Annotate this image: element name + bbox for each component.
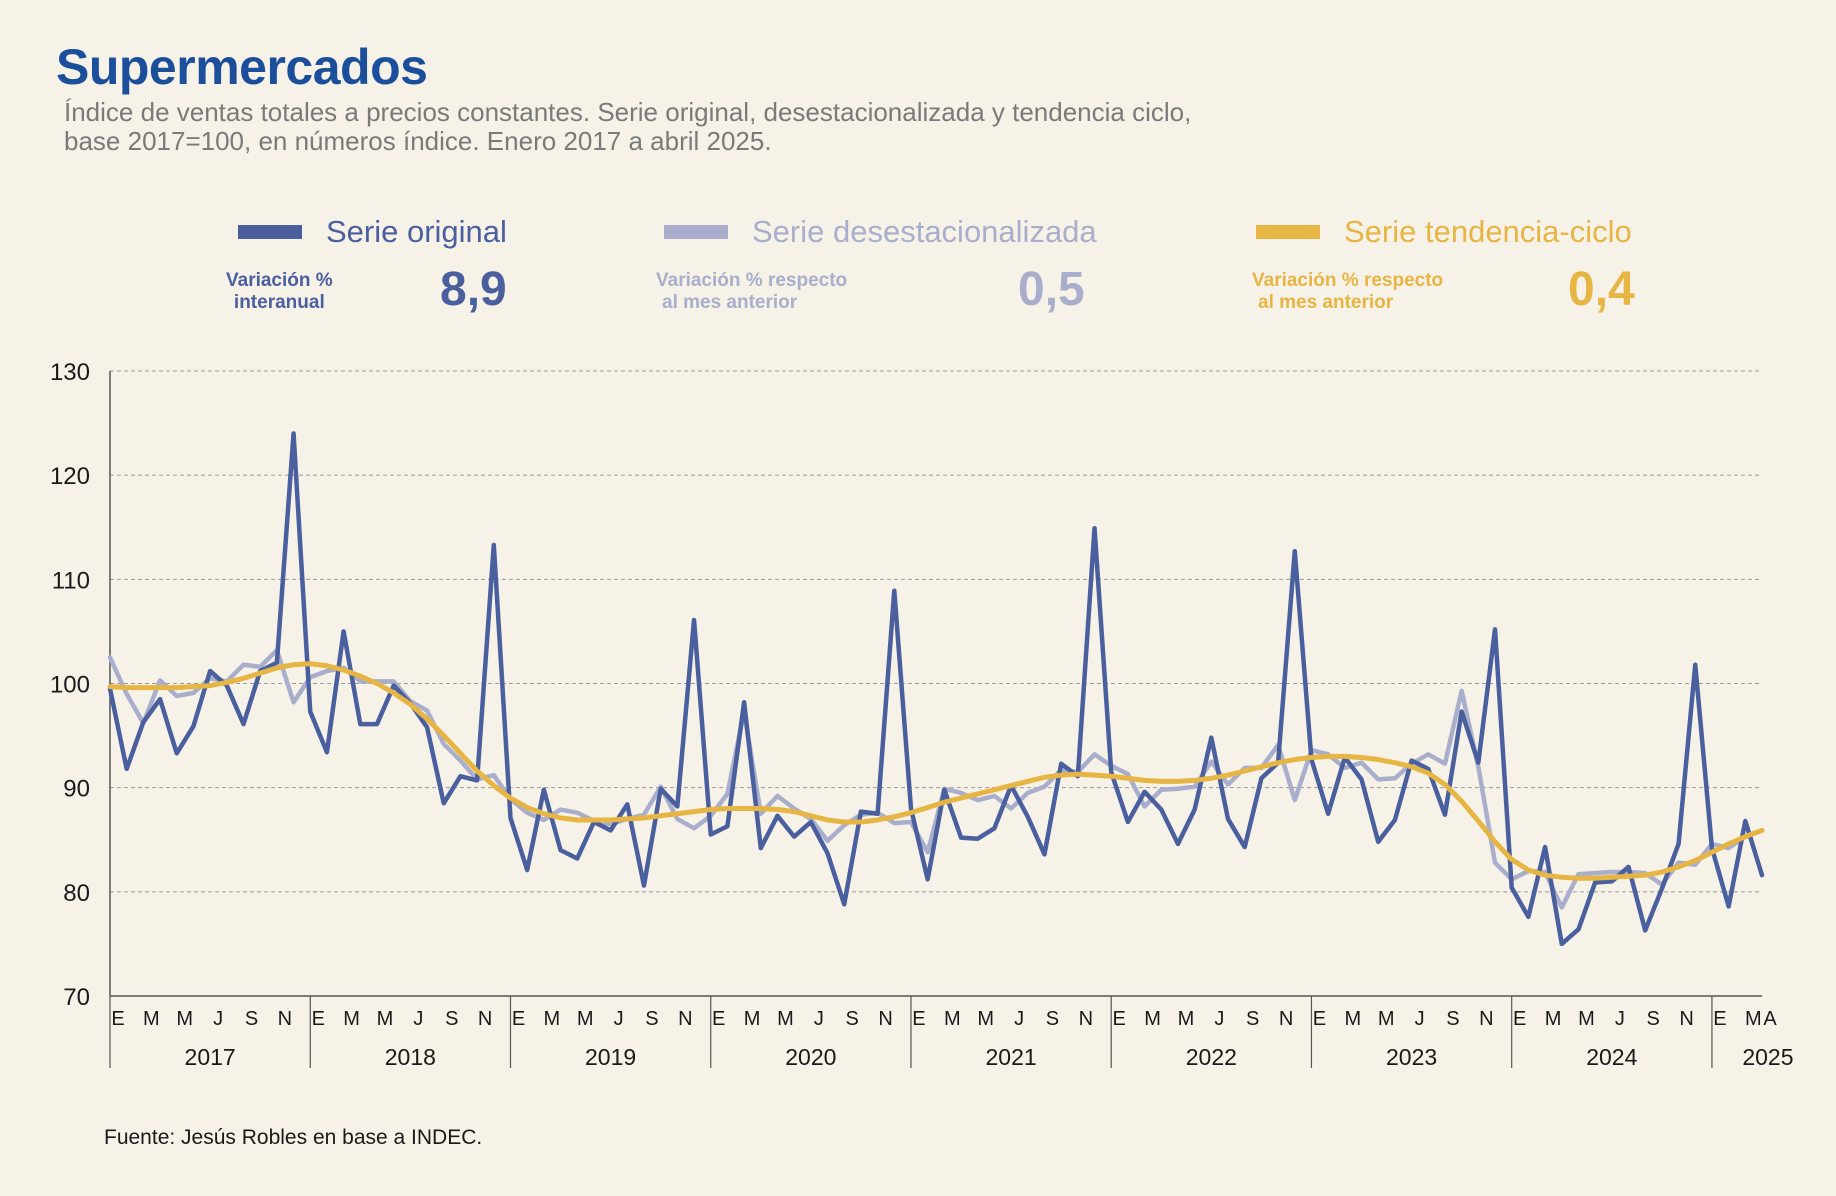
y-tick-label: 130 bbox=[50, 359, 90, 386]
x-month-label: M bbox=[944, 1008, 961, 1030]
x-month-label: N bbox=[278, 1008, 292, 1030]
x-month-label: N bbox=[1479, 1008, 1493, 1030]
x-month-label: S bbox=[846, 1008, 859, 1030]
x-month-label: N bbox=[1679, 1008, 1693, 1030]
x-month-label: N bbox=[1279, 1008, 1293, 1030]
y-tick-label: 110 bbox=[52, 567, 90, 594]
x-month-label: M bbox=[377, 1008, 394, 1030]
stat-label-original-line2: interanual bbox=[233, 292, 325, 313]
x-month-label: M bbox=[544, 1008, 561, 1030]
subtitle-line-1: Índice de ventas totales a precios const… bbox=[64, 97, 1192, 127]
stat-label-original-line1: Variación % bbox=[226, 270, 333, 291]
x-month-label: M bbox=[777, 1008, 794, 1030]
stat-label-tendencia-line1: Variación % respecto bbox=[1252, 270, 1444, 291]
stat-value-tendencia: 0,4 bbox=[1568, 263, 1635, 316]
x-month-label: M bbox=[1344, 1008, 1361, 1030]
legend-label-original: Serie original bbox=[326, 214, 507, 249]
source-note: Fuente: Jesús Robles en base a INDEC. bbox=[104, 1126, 483, 1149]
x-month-label: N bbox=[678, 1008, 692, 1030]
x-month-label: J bbox=[1615, 1008, 1625, 1030]
x-month-label: N bbox=[878, 1008, 892, 1030]
chart-title: Supermercados bbox=[56, 39, 428, 95]
series-line-tendencia bbox=[107, 661, 1765, 881]
x-month-label: M bbox=[143, 1008, 160, 1030]
x-month-label: E bbox=[912, 1008, 925, 1030]
x-month-label: E bbox=[1313, 1008, 1326, 1030]
legend-label-desest: Serie desestacionalizada bbox=[752, 214, 1097, 249]
legend-label-tendencia: Serie tendencia-ciclo bbox=[1344, 214, 1632, 249]
stat-label-desest-line2: al mes anterior bbox=[662, 292, 798, 313]
x-month-label: S bbox=[245, 1008, 258, 1030]
y-tick-label: 100 bbox=[50, 672, 90, 699]
stat-value-original: 8,9 bbox=[440, 263, 507, 316]
x-month-label: J bbox=[614, 1008, 624, 1030]
x-month-label: E bbox=[1513, 1008, 1526, 1030]
x-year-label: 2021 bbox=[986, 1044, 1037, 1070]
stat-label-tendencia-line2: al mes anterior bbox=[1258, 292, 1394, 313]
x-month-label: S bbox=[1046, 1008, 1059, 1030]
stat-value-desest: 0,5 bbox=[1018, 263, 1085, 316]
legend-swatch-original bbox=[238, 225, 302, 239]
x-month-label: J bbox=[413, 1008, 423, 1030]
y-tick-label: 80 bbox=[63, 880, 90, 907]
legend-swatch-desest bbox=[664, 225, 728, 239]
legend-swatch-tendencia bbox=[1256, 225, 1320, 239]
y-tick-label: 70 bbox=[63, 984, 90, 1011]
x-month-label: J bbox=[1214, 1008, 1224, 1030]
x-year-label: 2017 bbox=[185, 1044, 236, 1070]
series-lines bbox=[107, 431, 1765, 947]
x-year-label: 2020 bbox=[785, 1044, 836, 1070]
series-line-desest bbox=[107, 647, 1765, 910]
x-month-label: M bbox=[343, 1008, 360, 1030]
x-month-label: M bbox=[1578, 1008, 1595, 1030]
x-month-label: S bbox=[1246, 1008, 1259, 1030]
x-year-label: 2019 bbox=[585, 1044, 636, 1070]
x-month-label: M bbox=[977, 1008, 994, 1030]
x-month-label: S bbox=[445, 1008, 458, 1030]
x-month-label: E bbox=[111, 1008, 124, 1030]
x-month-label: S bbox=[1647, 1008, 1660, 1030]
x-month-label: J bbox=[1014, 1008, 1024, 1030]
x-month-label: M bbox=[1545, 1008, 1562, 1030]
x-month-label: M bbox=[577, 1008, 594, 1030]
chart-subtitle: Índice de ventas totales a precios const… bbox=[64, 98, 1364, 156]
x-month-label: E bbox=[1113, 1008, 1126, 1030]
x-year-label: 2025 bbox=[1742, 1044, 1793, 1070]
stat-label-original: Variación % interanual bbox=[226, 270, 333, 314]
x-year-label: 2018 bbox=[385, 1044, 436, 1070]
x-month-label: M bbox=[1745, 1008, 1762, 1030]
x-month-label: M bbox=[176, 1008, 193, 1030]
x-month-label: M bbox=[1144, 1008, 1161, 1030]
subtitle-line-2: base 2017=100, en números índice. Enero … bbox=[64, 126, 772, 156]
x-month-label: M bbox=[1178, 1008, 1195, 1030]
x-month-label: J bbox=[213, 1008, 223, 1030]
x-month-label: S bbox=[645, 1008, 658, 1030]
stat-label-desest-line1: Variación % respecto bbox=[656, 270, 848, 291]
y-axis: 70 80 90 100 110 120 130 bbox=[50, 359, 111, 1011]
x-month-label: J bbox=[1415, 1008, 1425, 1030]
x-year-label: 2024 bbox=[1586, 1044, 1637, 1070]
stat-label-tendencia: Variación % respecto al mes anterior bbox=[1252, 270, 1443, 314]
y-tick-label: 120 bbox=[50, 463, 90, 490]
stat-label-desest: Variación % respecto al mes anterior bbox=[656, 270, 847, 314]
x-month-label: E bbox=[312, 1008, 325, 1030]
x-month-label: E bbox=[512, 1008, 525, 1030]
x-month-label: A bbox=[1763, 1008, 1777, 1030]
x-month-label: N bbox=[478, 1008, 492, 1030]
x-year-label: 2023 bbox=[1386, 1044, 1437, 1070]
x-month-label: E bbox=[1713, 1008, 1726, 1030]
x-month-label: J bbox=[814, 1008, 824, 1030]
y-tick-label: 90 bbox=[63, 776, 90, 803]
x-month-label: M bbox=[744, 1008, 761, 1030]
x-year-label: 2022 bbox=[1186, 1044, 1237, 1070]
series-line-original bbox=[107, 431, 1765, 947]
x-month-label: S bbox=[1446, 1008, 1459, 1030]
x-month-label: N bbox=[1079, 1008, 1093, 1030]
x-month-label: M bbox=[1378, 1008, 1395, 1030]
x-month-label: E bbox=[712, 1008, 725, 1030]
